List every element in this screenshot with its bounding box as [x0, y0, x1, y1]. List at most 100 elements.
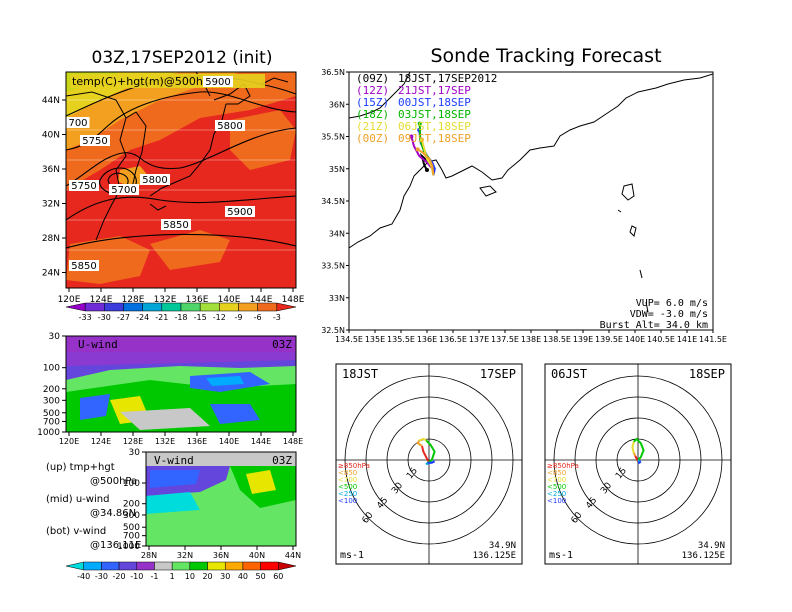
level-legend: <850 — [547, 469, 566, 477]
colorbar-swatch — [199, 302, 220, 312]
colorbar-swatch — [101, 561, 120, 571]
colorbar-swatch — [257, 302, 278, 312]
legend-run: (00Z) — [356, 132, 389, 145]
contour-label: 5900 — [205, 77, 230, 88]
colorbar-label: -10 — [130, 572, 143, 581]
u-wind-field — [66, 336, 296, 432]
colorbar-label: 1 — [170, 572, 175, 581]
colorbar-swatch — [161, 302, 182, 312]
x-tick-label: 140E — [625, 335, 645, 344]
contour-label: 5850 — [163, 220, 188, 231]
colorbar-swatch — [84, 302, 105, 312]
x-tick-label: 140E — [218, 295, 241, 305]
unit-label: ms-1 — [340, 550, 364, 561]
v-wind-field — [146, 452, 296, 546]
colorbar-swatch — [118, 561, 138, 571]
colorbar-swatch — [207, 561, 226, 571]
x-tick-label: 135.5E — [387, 335, 415, 344]
colorbar-swatch — [123, 302, 143, 312]
x-tick-label: 137.5E — [491, 335, 519, 344]
colorbar-label: -15 — [194, 313, 207, 322]
hodograph-trace — [632, 452, 637, 457]
x-tick-label: 136E — [186, 295, 209, 305]
colorbar-swatch — [260, 561, 279, 571]
v-wind-title: V-wind — [154, 454, 194, 467]
x-tick-label: 36N — [213, 551, 229, 560]
x-tick-label: 140.5E — [647, 335, 675, 344]
level-legend: <500 — [338, 483, 357, 491]
y-tick-label: 200 — [43, 385, 60, 395]
x-tick-label: 120E — [59, 437, 79, 446]
y-tick-label: 500 — [123, 523, 140, 533]
x-tick-label: 136E — [187, 437, 207, 446]
colorbar-label: -1 — [150, 572, 158, 581]
colorbar-label: 50 — [256, 572, 266, 581]
location-lon: 136.125E — [473, 551, 516, 561]
colorbar-label: -3 — [273, 313, 281, 322]
contour-label: 5850 — [71, 261, 96, 272]
x-tick-label: 136.5E — [439, 335, 467, 344]
colorbar-label: -27 — [117, 313, 130, 322]
y-tick-label: 35.5N — [321, 133, 345, 142]
note-bot-b: @136.11E — [90, 540, 141, 551]
x-tick-label: 128E — [122, 295, 145, 305]
legend-run: (15Z) — [356, 96, 389, 109]
contour-label-bg — [109, 184, 139, 195]
x-tick-label: 128E — [123, 437, 143, 446]
level-legend: ≥850hPa — [547, 462, 579, 470]
colorbar-swatch — [189, 561, 208, 571]
contour-label: 700 — [68, 118, 87, 129]
x-tick-label: 139E — [573, 335, 593, 344]
u-wind-title: U-wind — [78, 338, 118, 351]
y-tick-label: 30 — [49, 332, 61, 342]
y-tick-label: 28N — [42, 234, 60, 244]
x-tick-label: 138.5E — [543, 335, 571, 344]
level-legend: <700 — [547, 476, 566, 484]
hodograph-trace — [425, 439, 436, 464]
hodograph-trace — [633, 437, 645, 461]
y-tick-label: 30 — [129, 448, 141, 458]
colorbar-label: 10 — [185, 572, 195, 581]
panel-notes: (up) tmp+hgt @500hPa (mid) u-wind @34.86… — [46, 462, 141, 551]
colorbar-label: 20 — [202, 572, 212, 581]
x-tick-label: 139.5E — [595, 335, 623, 344]
u-wind-time: 03Z — [272, 338, 292, 351]
hodograph-date: 17SEP — [480, 367, 516, 381]
note-bot-a: (bot) v-wind — [46, 526, 106, 537]
x-tick-label: 124E — [90, 295, 113, 305]
x-tick-label: 124E — [91, 437, 111, 446]
y-tick-label: 100 — [123, 479, 140, 489]
hodograph-time: 18JST — [342, 367, 378, 381]
y-tick-label: 34N — [329, 229, 345, 238]
colorbar-swatch — [104, 302, 124, 312]
legend-run: (12Z) — [356, 84, 389, 97]
colorbar-swatch — [136, 561, 155, 571]
map-axes: 120E 124E 128E 132E 136E 140E 144E 148E 44N 40N 36… — [42, 96, 305, 305]
legend-run: (21Z) — [356, 120, 389, 133]
contour-label-bg — [69, 180, 99, 191]
hodograph-time: 06JST — [551, 367, 587, 381]
colorbar-label: -30 — [98, 313, 111, 322]
x-tick-label: 132E — [155, 437, 175, 446]
level-legend: <100 — [338, 497, 357, 505]
y-tick-label: 1000 — [37, 428, 60, 438]
x-tick-label: 136E — [417, 335, 437, 344]
u-wind-frame — [65, 335, 297, 433]
level-legend: <100 — [547, 497, 566, 505]
legend-label: 18JST,17SEP2012 — [398, 72, 497, 85]
tracking-coastline — [349, 72, 713, 313]
note-up-b: @500hPa — [90, 476, 137, 487]
colorbar-label: -9 — [235, 313, 243, 322]
colorbar-label: -40 — [77, 572, 90, 581]
x-tick-label: 144E — [251, 437, 271, 446]
y-tick-label: 36N — [42, 165, 60, 175]
y-tick-label: 24N — [42, 269, 60, 279]
contour-labels: 700 5750 5750 5700 5800 5800 5900 5850 5900 5850 — [66, 76, 255, 272]
v-wind-time: 03Z — [272, 454, 292, 467]
info-vup: VUP= 6.0 m/s — [636, 298, 708, 309]
x-tick-label: 140E — [219, 437, 239, 446]
colorbar-swatch — [65, 561, 84, 571]
hodograph-trace — [418, 437, 427, 442]
colorbar-swatch — [180, 302, 201, 312]
